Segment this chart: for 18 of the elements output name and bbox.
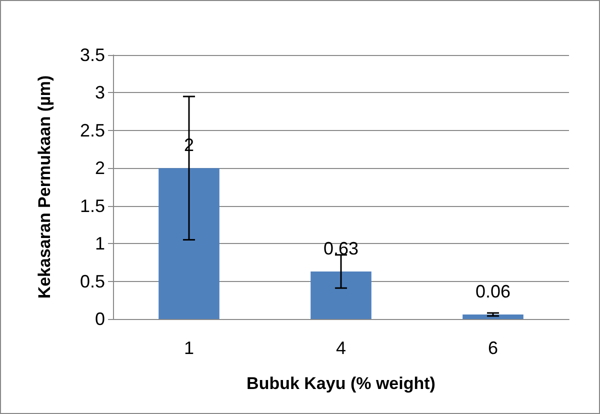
x-tick-label: 4 bbox=[336, 338, 346, 358]
y-tick-label: 2.5 bbox=[80, 120, 105, 140]
x-axis-title: Bubuk Kayu (% weight) bbox=[246, 374, 436, 393]
y-tick-label: 0 bbox=[94, 309, 105, 329]
y-tick-label: 0.5 bbox=[80, 271, 105, 292]
y-axis-title: Kekasaran Permukaan (µm) bbox=[35, 75, 54, 299]
data-label: 0.63 bbox=[323, 238, 359, 258]
data-label: 0.06 bbox=[475, 281, 511, 302]
bar bbox=[462, 314, 524, 319]
y-tick-label: 3.5 bbox=[80, 45, 105, 65]
x-tick-label: 1 bbox=[184, 338, 194, 358]
y-tick-label: 1.5 bbox=[80, 196, 105, 216]
y-tick-label: 2 bbox=[94, 158, 105, 178]
y-tick-label: 1 bbox=[94, 234, 105, 254]
bar bbox=[310, 271, 372, 319]
y-tick-label: 3 bbox=[94, 82, 105, 103]
x-tick-label: 6 bbox=[488, 338, 498, 358]
bar bbox=[158, 168, 220, 319]
